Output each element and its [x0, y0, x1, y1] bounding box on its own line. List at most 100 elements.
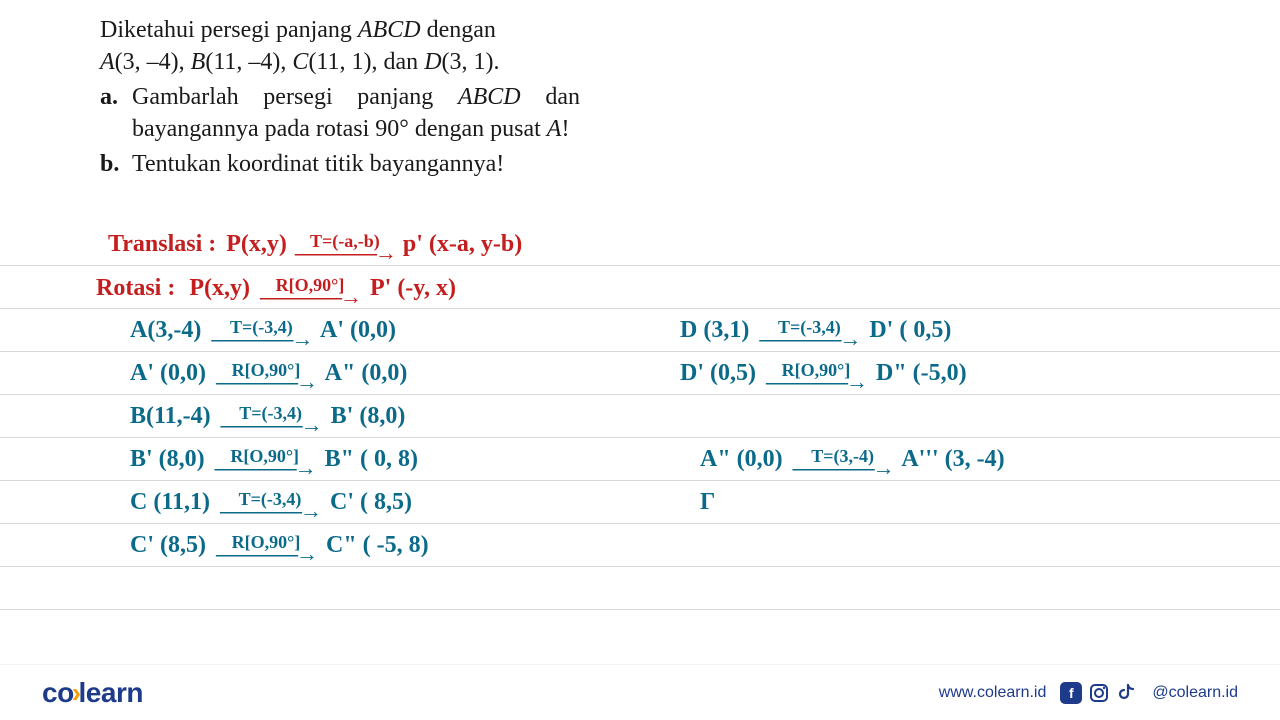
t: Gambarlah persegi panjang — [132, 84, 458, 110]
arrow-line: ————→ — [295, 246, 395, 259]
rhs: D" (-5,0) — [876, 360, 967, 386]
label-b: b. — [100, 148, 132, 180]
coord-a: (3, –4), — [115, 49, 191, 75]
aline: ————→ — [221, 418, 321, 431]
rhs: C" ( -5, 8) — [326, 532, 429, 558]
calc-a-rot: A' (0,0) R[O,90°] ————→ A" (0,0) — [130, 360, 407, 388]
arrow: T=(-3,4) ————→ — [221, 404, 321, 431]
var-c: C — [292, 49, 308, 75]
aline: ————→ — [793, 461, 893, 474]
text: Diketahui persegi panjang — [100, 17, 358, 43]
rhs: A" (0,0) — [325, 360, 408, 386]
logo-co: co — [42, 677, 74, 708]
rhs: A' (0,0) — [320, 317, 396, 343]
lhs: D (3,1) — [680, 317, 749, 343]
rhs: B' (8,0) — [331, 403, 406, 429]
arrow: T=(-a,-b) ————→ — [295, 232, 395, 259]
t: ABCD — [458, 84, 521, 110]
rhs: A''' (3, -4) — [901, 446, 1004, 472]
tiktok-icon — [1116, 682, 1138, 704]
text: dengan — [421, 17, 496, 43]
calc-d-rot: D' (0,5) R[O,90°] ————→ D" (-5,0) — [680, 360, 967, 388]
arrow: R[O,90°] ————→ — [766, 361, 866, 388]
var-b: B — [191, 49, 206, 75]
label: Rotasi : — [96, 275, 175, 301]
text-b: Tentukan koordinat titik bayangannya! — [132, 148, 580, 180]
calc-partial: Γ — [700, 489, 715, 516]
arrow-line: ————→ — [260, 290, 360, 303]
footer-handle: @colearn.id — [1152, 684, 1238, 702]
sub-b: b. Tentukan koordinat titik bayangannya! — [100, 148, 580, 180]
rule — [0, 523, 1280, 524]
calc-a-trans: A(3,-4) T=(-3,4) ————→ A' (0,0) — [130, 317, 396, 345]
arrow: R[O,90°] ————→ — [215, 447, 315, 474]
label-a: a. — [100, 81, 132, 146]
rule — [0, 609, 1280, 610]
rule — [0, 394, 1280, 395]
p: P(x,y) — [189, 275, 250, 301]
rule — [0, 265, 1280, 266]
lhs: D' (0,5) — [680, 360, 756, 386]
translasi-row: Translasi : P(x,y) T=(-a,-b) ————→ p' (x… — [108, 231, 522, 259]
lhs: A' (0,0) — [130, 360, 206, 386]
lhs: C' (8,5) — [130, 532, 206, 558]
colearn-logo: co›learn — [42, 677, 143, 709]
calc-c-rot: C' (8,5) R[O,90°] ————→ C" ( -5, 8) — [130, 532, 429, 560]
arrow: T=(-3,4) ————→ — [220, 490, 320, 517]
aline: ————→ — [759, 332, 859, 345]
arrow: T=(-3,4) ————→ — [211, 318, 311, 345]
footer: co›learn www.colearn.id f @colearn.id — [0, 664, 1280, 720]
t: ! — [561, 116, 569, 142]
social-icons: f — [1060, 682, 1138, 704]
footer-url: www.colearn.id — [939, 684, 1047, 702]
lhs: B(11,-4) — [130, 403, 211, 429]
aline: ————→ — [211, 332, 311, 345]
problem-line-1: Diketahui persegi panjang ABCD dengan — [100, 14, 580, 46]
label: Translasi : — [108, 231, 216, 257]
lhs: C (11,1) — [130, 489, 210, 515]
coord-b: (11, –4), — [205, 49, 292, 75]
aline: ————→ — [215, 461, 315, 474]
rhs: B" ( 0, 8) — [325, 446, 418, 472]
facebook-icon: f — [1060, 682, 1082, 704]
aline: ————→ — [766, 375, 866, 388]
lhs: Γ — [700, 489, 715, 515]
t: A — [547, 116, 562, 142]
rule — [0, 480, 1280, 481]
calc-c-trans: C (11,1) T=(-3,4) ————→ C' ( 8,5) — [130, 489, 412, 517]
lhs: A" (0,0) — [700, 446, 783, 472]
problem-line-2: A(3, –4), B(11, –4), C(11, 1), dan D(3, … — [100, 46, 580, 78]
sub-a: a. Gambarlah persegi panjang ABCD dan ba… — [100, 81, 580, 146]
result: P' (-y, x) — [370, 275, 456, 301]
arrow: R[O,90°] ————→ — [216, 533, 316, 560]
problem-block: Diketahui persegi panjang ABCD dengan A(… — [0, 0, 620, 180]
coord-d: (3, 1). — [442, 49, 500, 75]
calc-b-trans: B(11,-4) T=(-3,4) ————→ B' (8,0) — [130, 403, 405, 431]
lhs: B' (8,0) — [130, 446, 205, 472]
var-a: A — [100, 49, 115, 75]
aline: ————→ — [216, 375, 316, 388]
result: p' (x-a, y-b) — [403, 231, 522, 257]
aline: ————→ — [216, 547, 316, 560]
rule — [0, 351, 1280, 352]
rhs: D' ( 0,5) — [869, 317, 951, 343]
rule — [0, 437, 1280, 438]
p: P(x,y) — [226, 231, 287, 257]
var-d: D — [424, 49, 441, 75]
rule — [0, 308, 1280, 309]
arrow: R[O,90°] ————→ — [216, 361, 316, 388]
arrow: R[O,90°] ————→ — [260, 276, 360, 303]
calc-d-trans: D (3,1) T=(-3,4) ————→ D' ( 0,5) — [680, 317, 951, 345]
var-abcd: ABCD — [358, 17, 421, 43]
calc-a-back: A" (0,0) T=(3,-4) ————→ A''' (3, -4) — [700, 446, 1005, 474]
instagram-icon — [1088, 682, 1110, 704]
footer-right: www.colearn.id f @colearn.id — [939, 682, 1238, 704]
calc-b-rot: B' (8,0) R[O,90°] ————→ B" ( 0, 8) — [130, 446, 418, 474]
rule — [0, 566, 1280, 567]
text-a: Gambarlah persegi panjang ABCD dan bayan… — [132, 81, 580, 146]
arrow: T=(-3,4) ————→ — [759, 318, 859, 345]
logo-learn: learn — [79, 677, 143, 708]
rhs: C' ( 8,5) — [330, 489, 412, 515]
arrow: T=(3,-4) ————→ — [793, 447, 893, 474]
coord-c: (11, 1), dan — [308, 49, 424, 75]
